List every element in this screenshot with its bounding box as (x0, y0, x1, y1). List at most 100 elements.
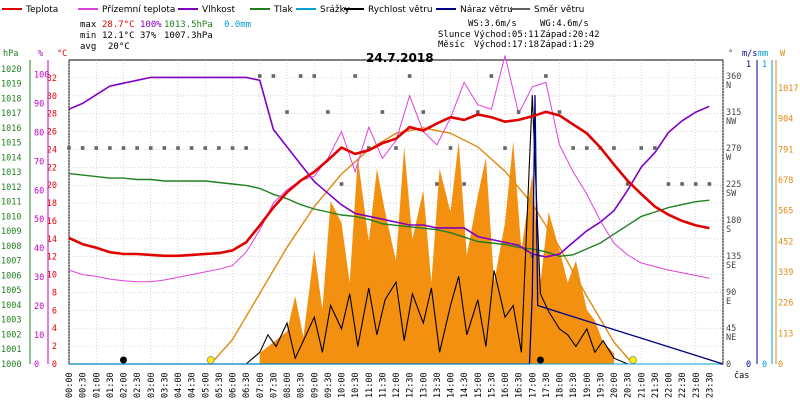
astro-slunce-label: Slunce (438, 30, 471, 40)
solar-tick-label: 791 (778, 145, 793, 155)
smer-vetru-point (625, 182, 630, 186)
time-tick-label: 02:30 (133, 372, 143, 398)
time-tick-label: 05:30 (215, 372, 225, 398)
stats-max-press: 1013.5hPa (164, 20, 213, 30)
temp-unit: °C (57, 49, 67, 59)
time-tick-label: 14:00 (447, 372, 457, 398)
smer-vetru-point (407, 74, 412, 78)
astro-wg: WG:4.6m/s (540, 19, 589, 29)
time-tick-label: 08:00 (283, 372, 293, 398)
legend-label: Přízemní teplota (102, 5, 175, 15)
smer-vetru-point (435, 182, 439, 186)
smer-vetru-point (135, 146, 139, 150)
smer-vetru-point (312, 74, 317, 78)
smer-vetru-point (571, 146, 575, 150)
time-tick-label: 16:00 (501, 372, 511, 398)
time-tick: 04:30 (188, 372, 198, 398)
time-tick-label: 17:00 (528, 372, 538, 398)
dir-tick-deg: 135 (726, 252, 741, 262)
time-tick: 04:00 (174, 372, 184, 398)
astro-ws: WS:3.6m/s (468, 19, 517, 29)
smer-vetru-point (557, 110, 562, 114)
solar-model-line (210, 127, 634, 365)
time-tick: 02:30 (133, 372, 143, 398)
smer-vetru-point (189, 146, 194, 150)
moon-marker (536, 356, 544, 364)
pct-tick-label: 60 (34, 186, 44, 196)
time-tick: 08:30 (297, 372, 307, 398)
smer-vetru-point (339, 182, 344, 186)
time-tick-label: 17:30 (542, 372, 552, 398)
time-tick: 16:00 (501, 372, 511, 398)
rain-tick-label: 1 (762, 60, 767, 70)
rychlost-vetru-line (69, 95, 723, 365)
astro-mesic-label: Měsíc (438, 40, 465, 50)
time-tick-label: 05:00 (201, 372, 211, 398)
chart-title: 24.7.2018 (366, 51, 434, 65)
hpa-tick-label: 1001 (1, 345, 21, 355)
solar-tick-label: 452 (778, 237, 793, 247)
smer-vetru-point (285, 110, 289, 114)
time-tick: 02:00 (120, 372, 130, 398)
time-tick-label: 15:30 (487, 372, 497, 398)
dir-tick-deg: 45 (726, 324, 736, 334)
time-tick: 12:00 (392, 372, 402, 398)
smer-vetru-point (394, 146, 398, 150)
time-tick: 00:00 (65, 372, 75, 398)
dir-tick-deg: 315 (726, 108, 741, 118)
dir-tick-abbr: E (726, 297, 731, 307)
temp-tick-label: 32 (47, 74, 57, 84)
hpa-tick-label: 1020 (1, 65, 21, 75)
time-tick: 10:30 (351, 372, 361, 398)
time-tick-label: 00:00 (65, 372, 75, 398)
dir-tick-abbr: NE (726, 333, 736, 343)
temp-tick-label: 24 (47, 145, 57, 155)
smer-vetru-point (353, 74, 357, 78)
dir-unit: ° (728, 49, 733, 59)
pct-tick-label: 0 (34, 360, 39, 370)
time-tick-label: 13:30 (433, 372, 443, 398)
time-tick-label: 10:30 (351, 372, 361, 398)
legend-label: Rychlost větru (368, 5, 433, 15)
smer-vetru-point (612, 146, 616, 150)
dir-tick-abbr: NW (726, 117, 737, 127)
stats-max-hum: 100% (140, 20, 162, 30)
time-tick: 07:30 (269, 372, 279, 398)
stats-min-hum: 37% (140, 31, 157, 41)
stats-max-temp: 28.7°C (102, 20, 135, 30)
pct-tick-label: 90 (34, 99, 44, 109)
smer-vetru-point (489, 74, 494, 78)
smer-vetru-point (544, 74, 548, 78)
time-tick: 11:30 (378, 372, 388, 398)
wind-tick-label: 0 (746, 360, 751, 370)
temp-tick-label: 28 (47, 110, 57, 120)
temp-tick-label: 16 (47, 217, 57, 227)
time-tick-label: 07:30 (269, 372, 279, 398)
time-tick: 09:00 (310, 372, 320, 398)
hpa-tick-label: 1007 (1, 257, 21, 267)
time-tick: 11:00 (365, 372, 375, 398)
time-tick: 13:30 (433, 372, 443, 398)
moon-marker (120, 356, 127, 364)
smer-vetru-point (707, 182, 712, 186)
time-tick: 08:00 (283, 372, 293, 398)
smer-vetru-point (448, 146, 453, 150)
time-tick: 03:00 (147, 372, 157, 398)
smer-vetru-point (326, 110, 330, 114)
prizemni-teplota-line (68, 55, 710, 283)
time-tick-label: 04:30 (188, 372, 198, 398)
temp-tick-label: 10 (47, 271, 57, 281)
legend-label: Teplota (25, 5, 58, 15)
time-tick-label: 12:30 (406, 372, 416, 398)
time-tick: 18:00 (556, 372, 566, 398)
time-tick-label: 20:30 (624, 372, 634, 398)
time-tick-label: 19:30 (596, 372, 606, 398)
hpa-tick-label: 1016 (1, 124, 21, 134)
time-tick-label: 08:30 (297, 372, 307, 398)
time-tick: 01:00 (92, 372, 102, 398)
stats-panel: max 28.7°C 100% 1013.5hPa 0.0mm min 12.1… (80, 19, 600, 65)
solar-tick-label: 1017 (778, 84, 798, 94)
time-tick: 22:00 (665, 372, 675, 398)
legend-label: Vlhkost (202, 5, 235, 15)
